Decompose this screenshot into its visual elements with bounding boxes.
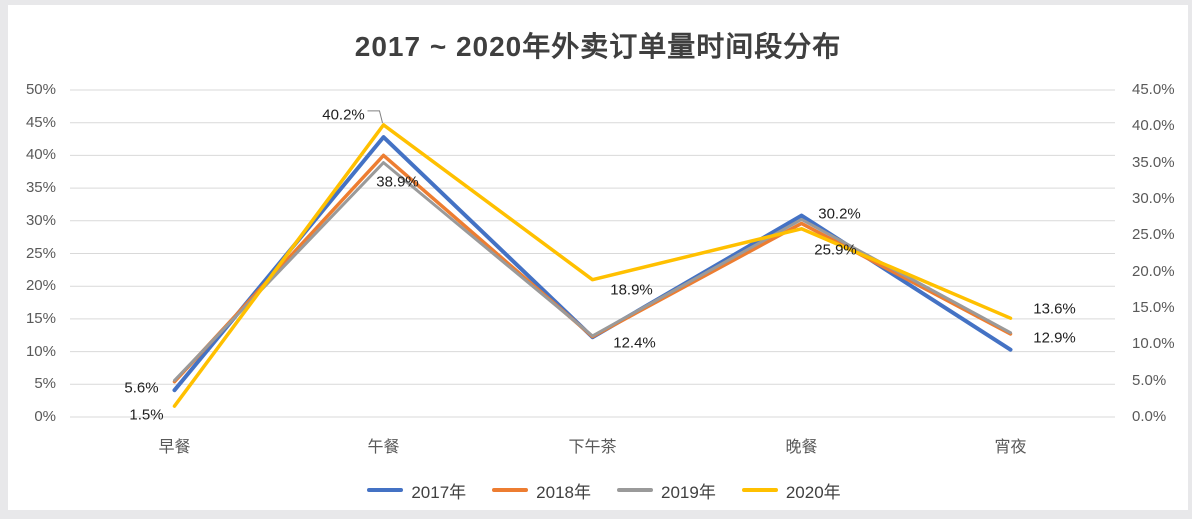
y-axis-left: 50% 45% 40% 35% 30% 25% 20% 15% 10% 5% 0% (10, 5, 58, 519)
y-axis-left-label: 5% (34, 375, 56, 393)
y-axis-left-label: 25% (25, 244, 56, 262)
y-axis-left-label: 45% (25, 113, 56, 131)
legend-item-2020年: 2020年 (741, 478, 841, 503)
y-axis-right-label: 20.0% (1132, 262, 1175, 280)
legend-swatch (617, 488, 653, 492)
y-axis-left-label: 30% (25, 211, 56, 229)
legend-swatch (492, 488, 529, 492)
legend-item-2019年: 2019年 (617, 478, 716, 503)
legend-item-2018年: 2018年 (492, 478, 591, 503)
y-axis-right-label: 25.0% (1132, 226, 1175, 244)
y-axis-left-label: 35% (25, 179, 56, 197)
y-axis-left-label: 0% (34, 408, 56, 425)
legend-label: 2020年 (785, 482, 841, 502)
chart-title: 2017 ~ 2020年外卖订单量时间段分布 (354, 31, 842, 62)
y-axis-left-label: 40% (25, 146, 56, 164)
plot-area (70, 89, 1115, 418)
x-axis-label-宵夜: 宵夜 (994, 439, 1027, 456)
y-axis-left-label: 20% (25, 277, 56, 295)
x-axis: 早餐 午餐 下午茶 晚餐 宵夜 (8, 433, 1192, 456)
legend-item-2017年: 2017年 (367, 478, 466, 503)
x-axis-label-晚餐: 晚餐 (785, 439, 818, 456)
chart-card: 2017 ~ 2020年外卖订单量时间段分布 50% 45% 40% 35% 30% 25… (8, 5, 1188, 510)
y-axis-right-label: 35.0% (1132, 153, 1175, 171)
legend-label: 2018年 (536, 482, 591, 502)
y-axis-left-label: 10% (25, 342, 56, 360)
y-axis-right-label: 15.0% (1132, 299, 1175, 316)
y-axis-right-label: 10.0% (1132, 335, 1175, 353)
y-axis-left-label: 50% (25, 81, 56, 98)
y-axis-right-label: 40.0% (1132, 117, 1175, 135)
legend-swatch (367, 488, 404, 492)
y-axis-right-label: 30.0% (1132, 190, 1175, 207)
series-line-2020年 (172, 123, 1013, 408)
x-axis-label-午餐: 午餐 (367, 439, 400, 456)
y-axis-right: 45.0% 40.0% 35.0% 30.0% 25.0% 20.0% 15.0% 10.0%… (1132, 5, 1192, 519)
y-axis-left-label: 15% (25, 309, 56, 327)
legend-label: 2017年 (411, 482, 467, 502)
label-leader-line (367, 110, 383, 124)
x-axis-label-早餐: 早餐 (158, 439, 191, 456)
y-axis-right-label: 5.0% (1132, 371, 1167, 389)
legend: 2017年 2018年 2019年 2020年 (8, 477, 1192, 503)
x-axis-label-下午茶: 下午茶 (568, 439, 617, 456)
plot-svg (70, 89, 1115, 418)
legend-swatch (741, 488, 778, 492)
y-axis-right-label: 45.0% (1132, 81, 1175, 98)
series-line-2018年 (172, 153, 1013, 384)
y-axis-right-label: 0.0% (1132, 408, 1167, 425)
legend-label: 2019年 (661, 482, 716, 502)
